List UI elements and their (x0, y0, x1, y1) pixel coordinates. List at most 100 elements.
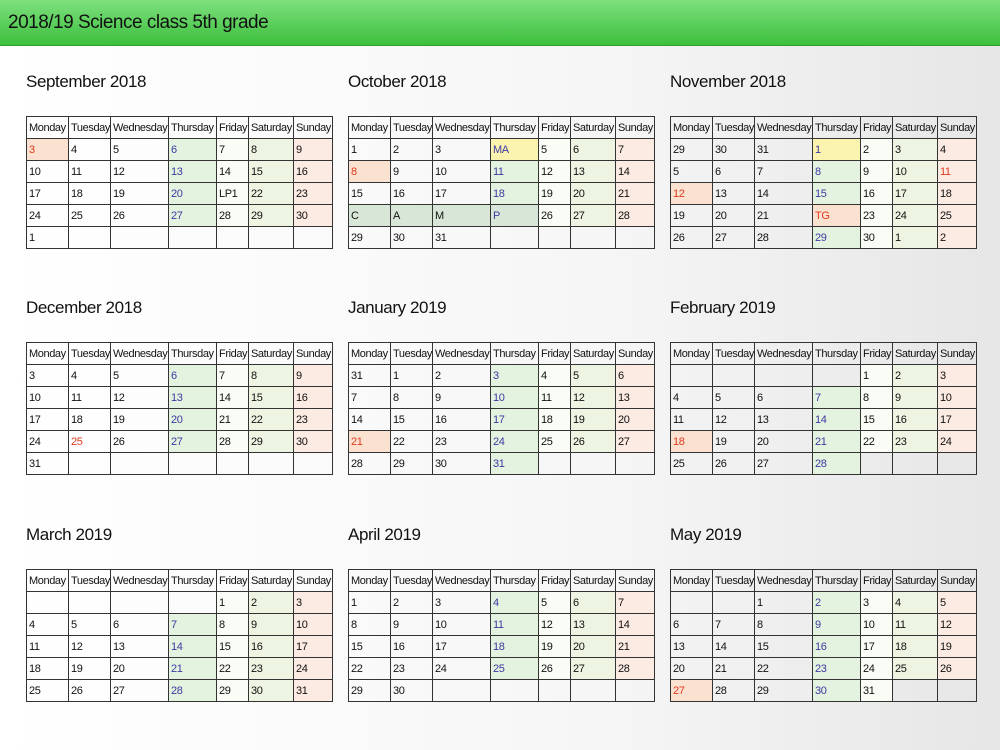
day-cell: 14 (615, 160, 655, 183)
empty-cell (68, 452, 111, 475)
weekday-header: Tuesday (68, 342, 111, 365)
weekday-header: Saturday (892, 569, 938, 592)
day-cell: 11 (490, 613, 539, 636)
week-row: 28 29 30 31 (348, 452, 655, 475)
month-table: Monday Tuesday Wednesday Thursday Friday Satu… (26, 342, 333, 475)
day-cell: 10 (26, 160, 69, 183)
day-cell: 23 (892, 430, 938, 453)
month-title: September 2018 (26, 72, 147, 91)
day-cell: 3 (26, 364, 69, 387)
day-cell: 17 (937, 408, 977, 431)
day-cell: 27 (110, 679, 169, 702)
day-cell: 2 (892, 364, 938, 387)
day-cell: 20 (712, 204, 755, 227)
day-cell: 9 (860, 160, 893, 183)
empty-cell (432, 679, 491, 702)
day-cell: MA (490, 138, 539, 161)
day-cell: 5 (538, 591, 571, 614)
day-cell: 26 (570, 430, 616, 453)
empty-cell (670, 364, 713, 387)
day-cell: 10 (432, 160, 491, 183)
day-cell: 14 (712, 635, 755, 658)
weekday-header: Thursday (812, 116, 861, 139)
day-cell: 20 (570, 182, 616, 205)
empty-cell (293, 452, 333, 475)
month-title: May 2019 (670, 525, 742, 544)
day-cell: 1 (348, 591, 391, 614)
day-cell: 19 (670, 204, 713, 227)
day-cell: 23 (390, 657, 433, 680)
day-cell: 2 (248, 591, 294, 614)
day-cell: 27 (712, 226, 755, 249)
weekday-header: Thursday (490, 342, 539, 365)
week-row: 6 7 8 9 10 11 12 (670, 613, 977, 636)
day-cell: 8 (348, 160, 391, 183)
day-cell: 10 (432, 613, 491, 636)
weekday-header: Tuesday (390, 342, 433, 365)
month: November 2018 Monday Tuesday Wednesday Thurs… (670, 72, 977, 249)
day-cell: 29 (248, 430, 294, 453)
day-cell: 26 (538, 204, 571, 227)
day-cell: 8 (216, 613, 249, 636)
day-cell: 8 (860, 386, 893, 409)
day-cell: 26 (110, 204, 169, 227)
weekday-header: Friday (538, 569, 571, 592)
week-row: 15 16 17 18 19 20 21 (348, 635, 655, 658)
header-row: Monday Tuesday Wednesday Thursday Friday Satu… (348, 116, 655, 139)
empty-cell (712, 591, 755, 614)
day-cell: 4 (538, 364, 571, 387)
day-cell: 5 (712, 386, 755, 409)
day-cell: 2 (390, 138, 433, 161)
week-row: 31 (26, 452, 333, 475)
day-cell: 29 (248, 204, 294, 227)
day-cell: 24 (432, 657, 491, 680)
weekday-header: Wednesday (110, 569, 169, 592)
day-cell: 4 (892, 591, 938, 614)
day-cell: 9 (892, 386, 938, 409)
weekday-header: Monday (670, 569, 713, 592)
day-cell: 30 (293, 204, 333, 227)
day-cell: 7 (754, 160, 813, 183)
day-cell: 18 (490, 182, 539, 205)
day-cell: 12 (670, 182, 713, 205)
month-table: Monday Tuesday Wednesday Thursday Friday Satu… (26, 569, 333, 702)
weekday-header: Wednesday (110, 116, 169, 139)
empty-cell (110, 226, 169, 249)
week-row: 25 26 27 28 29 30 31 (26, 679, 333, 702)
weekday-header: Tuesday (712, 569, 755, 592)
day-cell: 18 (937, 182, 977, 205)
day-cell: 22 (248, 408, 294, 431)
day-cell: 11 (26, 635, 69, 658)
day-cell: 5 (68, 613, 111, 636)
day-cell: 30 (293, 430, 333, 453)
header-bar: 2018/19 Science class 5th grade (0, 0, 1000, 46)
month: May 2019 Monday Tuesday Wednesday Thursday Fr… (670, 525, 977, 702)
day-cell: 21 (348, 430, 391, 453)
weekday-header: Wednesday (432, 116, 491, 139)
day-cell: 12 (570, 386, 616, 409)
day-cell: 18 (538, 408, 571, 431)
weekday-header: Saturday (248, 116, 294, 139)
day-cell: 27 (670, 679, 713, 702)
day-cell: 23 (293, 182, 333, 205)
weekday-header: Sunday (615, 116, 655, 139)
day-cell: 13 (570, 160, 616, 183)
weekday-header: Sunday (937, 342, 977, 365)
day-cell: 12 (538, 160, 571, 183)
day-cell: 1 (390, 364, 433, 387)
week-row: 4 5 6 7 8 9 10 (670, 386, 977, 409)
day-cell: 30 (390, 679, 433, 702)
day-cell: 18 (68, 408, 111, 431)
day-cell: 2 (390, 591, 433, 614)
month-table: Monday Tuesday Wednesday Thursday Friday Satu… (348, 116, 655, 249)
day-cell: 13 (712, 182, 755, 205)
empty-cell (570, 679, 616, 702)
day-cell: 24 (26, 430, 69, 453)
week-row: 26 27 28 29 30 1 2 (670, 226, 977, 249)
day-cell: P (490, 204, 539, 227)
day-cell: 31 (348, 364, 391, 387)
day-cell: 31 (293, 679, 333, 702)
empty-cell (110, 591, 169, 614)
day-cell: 21 (754, 204, 813, 227)
